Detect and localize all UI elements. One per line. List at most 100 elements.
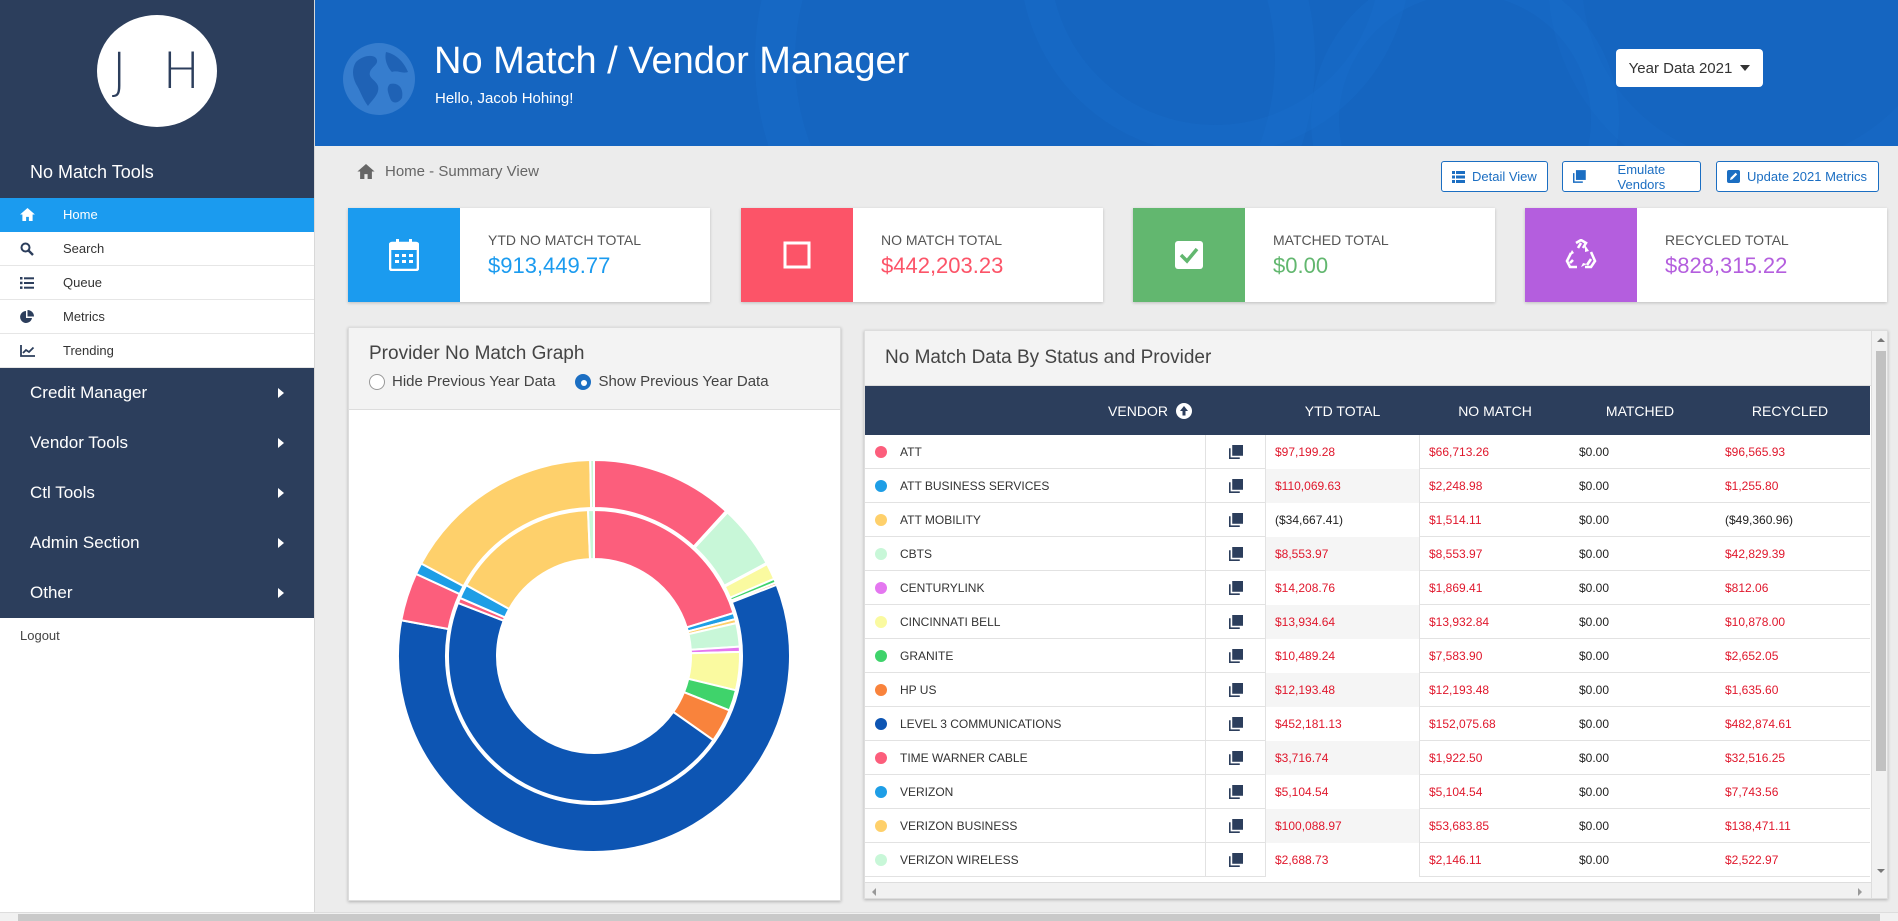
table-row[interactable]: TIME WARNER CABLE $3,716.74 $1,922.50 $0.00… bbox=[865, 741, 1870, 775]
vendor-name[interactable]: VERIZON bbox=[900, 785, 954, 799]
column-header-vendor[interactable]: VENDOR bbox=[1025, 386, 1275, 435]
table-horizontal-scrollbar[interactable] bbox=[865, 882, 1871, 899]
sidebar-item-search[interactable]: Search bbox=[0, 232, 314, 266]
matched-cell: $0.00 bbox=[1579, 785, 1610, 799]
scroll-right-icon[interactable] bbox=[1853, 883, 1867, 899]
copy-vendor-button[interactable] bbox=[1205, 741, 1266, 775]
copy-vendor-button[interactable] bbox=[1205, 639, 1266, 673]
vendor-name[interactable]: VERIZON WIRELESS bbox=[900, 853, 1019, 867]
provider-donut-chart[interactable] bbox=[349, 410, 840, 900]
copy-vendor-button[interactable] bbox=[1205, 605, 1266, 639]
table-vertical-scrollbar[interactable] bbox=[1871, 331, 1888, 898]
copy-vendor-button[interactable] bbox=[1205, 571, 1266, 605]
vendor-name[interactable]: VERIZON BUSINESS bbox=[900, 819, 1018, 833]
sidebar-section-admin[interactable]: Admin Section bbox=[0, 518, 314, 568]
copy-vendor-button[interactable] bbox=[1205, 775, 1266, 809]
scroll-down-icon[interactable] bbox=[1872, 864, 1888, 878]
copy-vendor-button[interactable] bbox=[1205, 537, 1266, 571]
sidebar-item-trending[interactable]: Trending bbox=[0, 334, 314, 368]
vendor-name[interactable]: CINCINNATI BELL bbox=[900, 615, 1001, 629]
matched-cell: $0.00 bbox=[1579, 445, 1610, 459]
column-header-ytd[interactable]: YTD TOTAL bbox=[1304, 402, 1381, 419]
radio-unchecked-icon[interactable] bbox=[369, 373, 385, 390]
vendor-name[interactable]: CENTURYLINK bbox=[900, 581, 985, 595]
sidebar-item-queue[interactable]: Queue bbox=[0, 266, 314, 300]
table-row[interactable]: VERIZON $5,104.54 $5,104.54 $0.00 $7,743.56 bbox=[865, 775, 1870, 809]
sidebar-section-vendor-tools[interactable]: Vendor Tools bbox=[0, 418, 314, 468]
update-metrics-label: Update 2021 Metrics bbox=[1747, 169, 1867, 184]
table-row[interactable]: ATT BUSINESS SERVICES $110,069.63 $2,248.9… bbox=[865, 469, 1870, 503]
sort-ascending-icon[interactable] bbox=[1175, 402, 1192, 419]
sidebar-section-ctl-tools[interactable]: Ctl Tools bbox=[0, 468, 314, 518]
table-row[interactable]: ATT MOBILITY ($34,667.41) $1,514.11 $0.00 ($… bbox=[865, 503, 1870, 537]
matched-cell: $0.00 bbox=[1579, 717, 1610, 731]
vendor-name[interactable]: CBTS bbox=[900, 547, 933, 561]
show-previous-year-radio[interactable]: Show Previous Year Data bbox=[575, 373, 769, 390]
line-chart-icon bbox=[0, 344, 63, 357]
update-metrics-button[interactable]: Update 2021 Metrics bbox=[1716, 161, 1879, 192]
copy-vendor-button[interactable] bbox=[1205, 809, 1266, 843]
stat-card-value: $828,315.22 bbox=[1665, 253, 1788, 278]
sidebar-section-credit-manager[interactable]: Credit Manager bbox=[0, 368, 314, 418]
scrollbar-thumb[interactable] bbox=[1876, 351, 1886, 771]
column-header-label: VENDOR bbox=[1108, 402, 1168, 419]
sidebar-item-metrics[interactable]: Metrics bbox=[0, 300, 314, 334]
column-header-no-match[interactable]: NO MATCH bbox=[1458, 402, 1532, 419]
vendor-name[interactable]: TIME WARNER CABLE bbox=[900, 751, 1028, 765]
matched-cell: $0.00 bbox=[1579, 615, 1610, 629]
avatar[interactable]: J H bbox=[97, 15, 217, 127]
stat-card-iconbox bbox=[1525, 208, 1637, 302]
vendor-name[interactable]: LEVEL 3 COMMUNICATIONS bbox=[900, 717, 1062, 731]
year-data-dropdown[interactable]: Year Data 2021 bbox=[1616, 49, 1763, 87]
scrollbar-thumb[interactable] bbox=[18, 914, 1880, 921]
donut-slice-level-3-communications[interactable] bbox=[397, 583, 791, 853]
donut-slice-verizon-wireless[interactable] bbox=[589, 458, 595, 510]
search-icon bbox=[0, 242, 63, 256]
provider-graph-panel: Provider No Match Graph Hide Previous Ye… bbox=[348, 327, 841, 901]
detail-view-button[interactable]: Detail View bbox=[1441, 161, 1548, 192]
donut-slice-verizon-wireless[interactable] bbox=[586, 508, 595, 561]
sidebar-section-other[interactable]: Other bbox=[0, 568, 314, 618]
ytd-total-cell: $3,716.74 bbox=[1265, 741, 1420, 775]
hide-previous-year-radio[interactable]: Hide Previous Year Data bbox=[369, 373, 555, 390]
radio-checked-icon[interactable] bbox=[575, 373, 592, 390]
table-row[interactable]: CENTURYLINK $14,208.76 $1,869.41 $0.00 $812.… bbox=[865, 571, 1870, 605]
stat-card-matched: MATCHED TOTAL $0.00 bbox=[1133, 208, 1495, 302]
table-row[interactable]: HP US $12,193.48 $12,193.48 $0.00 $1,635.60 bbox=[865, 673, 1870, 707]
ytd-total-cell: $100,088.97 bbox=[1265, 809, 1420, 843]
copy-vendor-button[interactable] bbox=[1205, 435, 1266, 469]
copy-icon bbox=[1229, 615, 1243, 629]
table-row[interactable]: ATT $97,199.28 $66,713.26 $0.00 $96,565.93 bbox=[865, 435, 1870, 469]
home-icon[interactable] bbox=[357, 164, 375, 179]
vendor-name[interactable]: ATT bbox=[900, 445, 922, 459]
table-row[interactable]: VERIZON WIRELESS $2,688.73 $2,146.11 $0.00 $… bbox=[865, 843, 1870, 877]
scroll-left-icon[interactable] bbox=[867, 883, 881, 899]
ytd-total-cell: $10,489.24 bbox=[1265, 639, 1420, 673]
copy-vendor-button[interactable] bbox=[1205, 843, 1266, 877]
vendor-name[interactable]: HP US bbox=[900, 683, 937, 697]
sidebar-item-home[interactable]: Home bbox=[0, 198, 314, 232]
table-row[interactable]: CBTS $8,553.97 $8,553.97 $0.00 $42,829.39 bbox=[865, 537, 1870, 571]
caret-down-icon bbox=[1740, 65, 1751, 71]
copy-vendor-button[interactable] bbox=[1205, 707, 1266, 741]
copy-vendor-button[interactable] bbox=[1205, 673, 1266, 707]
hide-previous-year-label: Hide Previous Year Data bbox=[392, 373, 556, 390]
copy-vendor-button[interactable] bbox=[1205, 503, 1266, 537]
scroll-up-icon[interactable] bbox=[1872, 333, 1888, 347]
list-icon bbox=[0, 276, 63, 289]
table-row[interactable]: CINCINNATI BELL $13,934.64 $13,932.84 $0.00… bbox=[865, 605, 1870, 639]
logout-link[interactable]: Logout bbox=[20, 628, 60, 643]
vendor-name[interactable]: ATT BUSINESS SERVICES bbox=[900, 479, 1050, 493]
vendor-name[interactable]: GRANITE bbox=[900, 649, 954, 663]
copy-icon bbox=[1229, 819, 1243, 833]
table-row[interactable]: LEVEL 3 COMMUNICATIONS $452,181.13 $152,07… bbox=[865, 707, 1870, 741]
page-horizontal-scrollbar[interactable] bbox=[0, 912, 1898, 921]
table-row[interactable]: VERIZON BUSINESS $100,088.97 $53,683.85 $0.… bbox=[865, 809, 1870, 843]
emulate-vendors-button[interactable]: Emulate Vendors bbox=[1562, 161, 1701, 192]
donut-slice-level-3-communications[interactable] bbox=[447, 601, 715, 803]
vendor-name[interactable]: ATT MOBILITY bbox=[900, 513, 981, 527]
table-row[interactable]: GRANITE $10,489.24 $7,583.90 $0.00 $2,652.05 bbox=[865, 639, 1870, 673]
column-header-matched[interactable]: MATCHED bbox=[1605, 402, 1675, 419]
column-header-recycled[interactable]: RECYCLED bbox=[1751, 402, 1829, 419]
copy-vendor-button[interactable] bbox=[1205, 469, 1266, 503]
